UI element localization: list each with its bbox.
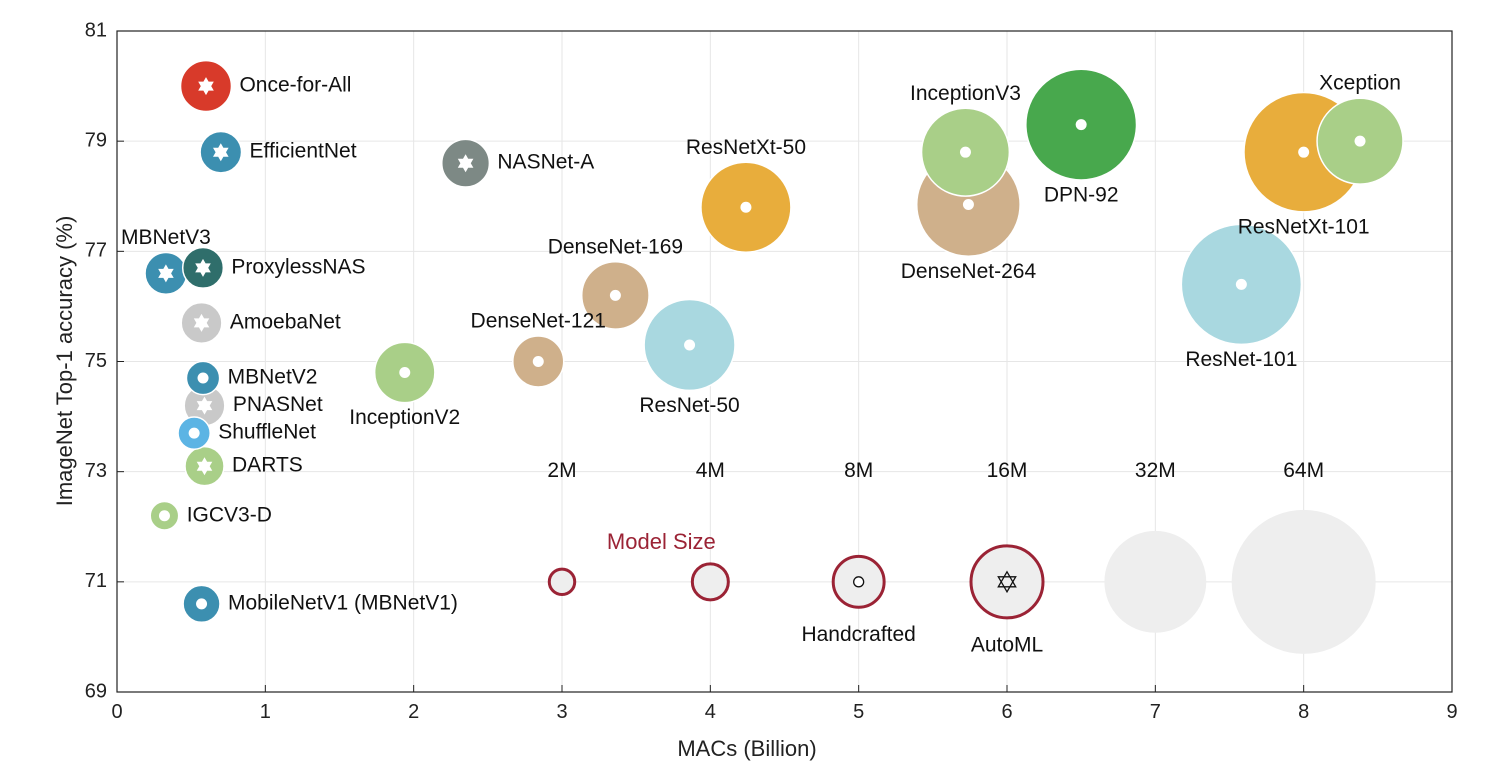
star-marker [196, 396, 213, 415]
legend-size-bubble [547, 567, 577, 597]
legend-size-label: 16M [987, 459, 1028, 482]
circle-marker [1075, 119, 1087, 131]
legend-size-bubble [690, 562, 730, 602]
star-marker [457, 154, 474, 173]
y-tick-label: 77 [85, 240, 107, 262]
y-tick-label: 71 [85, 570, 107, 592]
star-marker [193, 313, 210, 332]
legend-title: Model Size [607, 529, 716, 554]
star-marker [196, 457, 213, 476]
x-tick-label: 9 [1446, 701, 1457, 723]
circle-marker [1235, 278, 1247, 290]
x-tick-label: 4 [705, 701, 716, 723]
legend-size-label: 2M [547, 459, 576, 482]
point-label: IGCV3-D [187, 503, 272, 526]
point-label: NASNet-A [497, 151, 594, 174]
legend-circle-marker [853, 576, 865, 588]
bubble-layer [144, 59, 1404, 624]
x-tick-label: 5 [853, 701, 864, 723]
legend-star-marker [997, 570, 1017, 594]
circle-marker [609, 289, 621, 301]
y-tick-label: 73 [85, 460, 107, 482]
point-label: DenseNet-169 [548, 235, 683, 258]
point-label: ProxylessNAS [231, 255, 365, 278]
y-tick-label: 75 [85, 350, 107, 372]
circle-marker [532, 356, 544, 367]
legend-marker-label: Handcrafted [801, 623, 915, 646]
y-tick-label: 81 [85, 19, 107, 41]
star-marker [198, 77, 214, 96]
x-tick-label: 3 [556, 701, 567, 723]
star-marker [213, 143, 229, 162]
point-label: Xception [1319, 72, 1401, 95]
x-tick-label: 7 [1150, 701, 1161, 723]
legend-size-label: 64M [1283, 459, 1324, 482]
x-axis-label: MACs (Billion) [677, 736, 816, 761]
point-label: ResNet-101 [1185, 348, 1297, 371]
circle-marker [399, 367, 411, 379]
point-label: EfficientNet [250, 140, 357, 163]
star-marker [158, 264, 174, 283]
x-tick-label: 1 [260, 701, 271, 723]
circle-marker [197, 372, 209, 384]
point-label: ShuffleNet [218, 421, 316, 444]
point-label: AmoebaNet [230, 310, 341, 333]
star-marker [195, 258, 211, 277]
legend-size-label: 4M [696, 459, 725, 482]
legend-size-bubble [1231, 509, 1376, 654]
circle-marker [962, 199, 974, 211]
point-label: PNASNet [233, 393, 323, 416]
circle-marker [959, 146, 971, 158]
y-axis-label: ImageNet Top-1 accuracy (%) [52, 216, 77, 507]
point-label: MBNetV2 [228, 366, 318, 389]
legend-size-bubble [1104, 530, 1207, 633]
point-label: DenseNet-121 [471, 310, 606, 333]
point-label: DenseNet-264 [901, 260, 1037, 283]
x-tick-label: 6 [1001, 701, 1012, 723]
point-label: ResNetXt-50 [686, 136, 806, 159]
circle-marker [158, 510, 170, 522]
legend-size-label: 8M [844, 459, 873, 482]
point-label: ResNet-50 [639, 394, 739, 417]
point-label: InceptionV3 [910, 82, 1021, 105]
legend-marker-label: AutoML [971, 633, 1043, 656]
x-tick-label: 2 [408, 701, 419, 723]
circle-marker [1298, 146, 1310, 158]
circle-marker [188, 427, 200, 439]
y-tick-label: 79 [85, 129, 107, 151]
legend-size-label: 32M [1135, 459, 1176, 482]
y-tick-label: 69 [85, 680, 107, 702]
circle-marker [196, 598, 208, 610]
size-legend: 2M 4M 8M Handcrafted 16M AutoML 32M 64M Model Si… [547, 459, 1376, 656]
x-tick-label: 0 [111, 701, 122, 723]
point-label: Once-for-All [239, 74, 351, 97]
circle-marker [740, 201, 752, 213]
axes: 0 1 2 3 4 5 6 7 8 9 69 71 73 75 77 79 81 [85, 19, 1458, 723]
point-labels: Once-for-All EfficientNet NASNet-A MBNetV3 P… [121, 72, 1401, 615]
point-label: ResNetXt-101 [1238, 215, 1370, 238]
x-tick-label: 8 [1298, 701, 1309, 723]
point-label: InceptionV2 [349, 406, 460, 429]
point-label: MobileNetV1 (MBNetV1) [228, 591, 458, 614]
point-label: DARTS [232, 454, 303, 477]
circle-marker [1354, 135, 1366, 147]
legend-size-bubble [969, 544, 1045, 620]
circle-marker [684, 339, 696, 351]
point-label: MBNetV3 [121, 226, 211, 249]
point-label: DPN-92 [1044, 184, 1119, 207]
